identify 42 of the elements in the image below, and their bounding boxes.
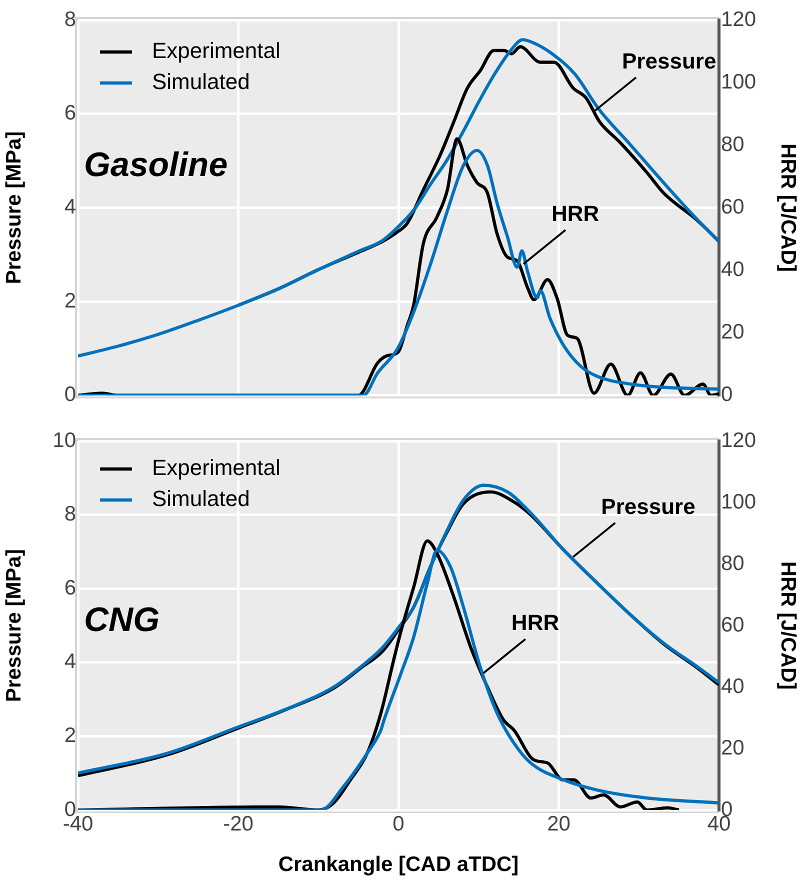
y-tick-label: 8 [64,502,76,526]
y2-tick-label: 0 [721,383,733,406]
x-axis-title: Crankangle [CAD aTDC] [278,853,519,876]
y2-tick-label: 60 [721,613,744,636]
y-tick-label: 2 [64,289,76,312]
annotation: HRR [551,201,600,226]
text: Gasoline [84,146,228,184]
legend-label: Experimental [152,38,280,64]
y2-tick-label: 20 [721,736,744,760]
line-series [78,38,719,358]
y-tick-label: 4 [64,195,76,218]
y-tick-label: 6 [64,102,76,125]
y-tick-label: 10 [52,428,76,452]
legend-label: Experimental [152,455,280,480]
y2-tick-label: 80 [721,132,744,156]
y2-axis-title: HRR [J/CAD] [776,561,800,690]
y2-tick-label: 120 [721,8,756,31]
y2-axis-title: HRR [J/CAD] [776,144,800,272]
y-axis-title: Pressure [MPa] [2,131,26,284]
annotation: Pressure [601,494,696,519]
y-tick-label: 4 [64,650,76,674]
annotation: Pressure [622,48,716,74]
y-tick-label: 2 [64,724,76,747]
legend-label: Simulated [152,69,250,94]
x-tick-label: -20 [223,812,254,836]
y2-tick-label: 80 [721,552,744,575]
y-axis-title: Pressure [MPa] [2,549,26,702]
y2-tick-label: 120 [721,428,756,452]
y2-tick-label: 100 [721,490,756,514]
y2-tick-label: 40 [721,258,744,282]
x-tick-label: 20 [547,812,570,836]
y-tick-label: 0 [64,383,76,406]
text: CNG [84,601,160,640]
x-tick-label: 0 [392,812,404,836]
annotation: HRR [511,610,560,636]
y2-tick-label: 60 [721,195,744,218]
y-tick-label: 8 [64,8,76,31]
y-tick-label: 6 [64,576,76,600]
y2-tick-label: 40 [721,674,744,698]
legend-label: Simulated [152,486,250,512]
y2-tick-label: 20 [721,320,744,344]
y2-tick-label: 100 [721,70,756,94]
